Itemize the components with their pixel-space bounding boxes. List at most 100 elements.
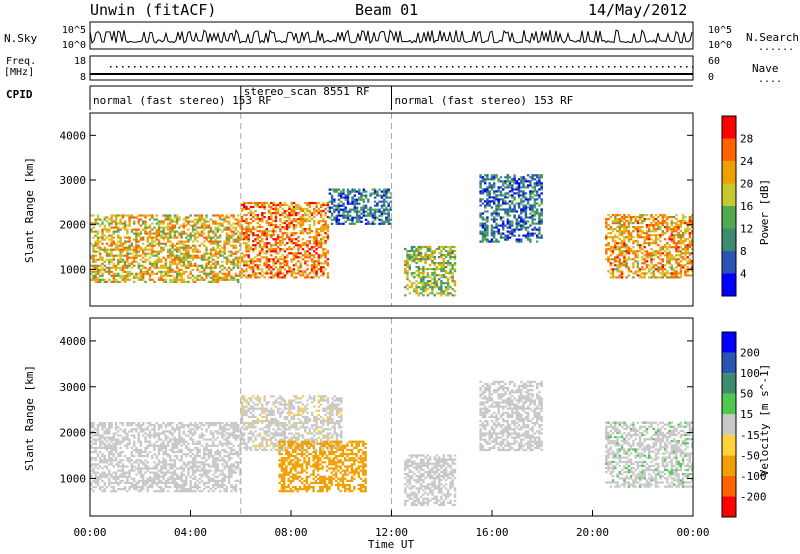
echo-cell (110, 422, 113, 425)
echo-cell (178, 250, 181, 253)
echo-cell (191, 477, 195, 480)
echo-cell (506, 202, 509, 205)
echo-cell (162, 430, 165, 433)
echo-cell (481, 212, 485, 215)
echo-cell (623, 230, 626, 233)
echo-cell (119, 268, 122, 271)
echo-cell (383, 188, 386, 191)
echo-cell (538, 188, 541, 191)
echo-cell (288, 238, 291, 241)
echo-cell (288, 218, 291, 221)
nave-dot (236, 66, 238, 68)
echo-cell (315, 266, 318, 269)
echo-cell (94, 450, 97, 454)
echo-cell (319, 230, 323, 233)
echo-cell (493, 234, 496, 237)
echo-cell (171, 270, 174, 273)
echo-cell (135, 486, 138, 489)
echo-cell (240, 207, 244, 211)
echo-cell (142, 477, 145, 480)
echo-cell (288, 214, 291, 217)
echo-cell (205, 236, 208, 239)
freq-left-tick-low: 8 (80, 72, 86, 83)
echo-cell (153, 240, 156, 243)
echo-cell (164, 214, 167, 217)
echo-cell (675, 234, 678, 237)
echo-cell (623, 228, 626, 231)
echo-cell (175, 481, 179, 485)
echo-cell (117, 477, 120, 480)
echo-cell (428, 292, 432, 295)
echo-cell (668, 254, 671, 257)
echo-cell (171, 280, 174, 283)
echo-cell (187, 280, 190, 283)
echo-cell (536, 228, 539, 231)
echo-cell (108, 278, 111, 281)
echo-cell (620, 272, 624, 275)
echo-cell (112, 453, 115, 456)
echo-cell (101, 274, 104, 277)
echo-cell (490, 178, 494, 181)
echo-cell (691, 240, 694, 243)
echo-cell (383, 192, 386, 195)
echo-cell (681, 248, 685, 251)
echo-cell (508, 182, 512, 185)
echo-cell (493, 196, 496, 199)
echo-cell (99, 440, 102, 443)
echo-cell (94, 438, 97, 441)
echo-cell (126, 434, 129, 437)
echo-cell (144, 226, 147, 229)
echo-cell (157, 432, 161, 435)
echo-cell (383, 210, 386, 213)
echo-cell (313, 224, 316, 227)
echo-cell (319, 240, 323, 243)
echo-cell (126, 276, 129, 279)
echo-cell (681, 234, 685, 237)
echo-cell (481, 240, 485, 243)
echo-cell (355, 190, 359, 193)
echo-cell (160, 236, 163, 239)
echo-cell (249, 260, 253, 263)
echo-cell (144, 481, 147, 485)
echo-cell (306, 220, 309, 223)
echo-cell (315, 264, 318, 267)
echo-cell (675, 246, 678, 249)
echo-cell (243, 203, 246, 207)
echo-cell (286, 216, 289, 219)
echo-cell (652, 218, 655, 221)
echo-cell (618, 218, 621, 221)
echo-cell (295, 244, 298, 247)
echo-cell (281, 262, 284, 265)
echo-cell (292, 232, 296, 235)
echo-cell (133, 264, 136, 267)
echo-cell (121, 248, 125, 251)
echo-cell (194, 442, 197, 445)
echo-cell (209, 270, 213, 273)
echo-cell (203, 226, 206, 229)
echo-cell (114, 457, 118, 460)
echo-cell (265, 228, 268, 231)
echo-cell (340, 194, 343, 197)
echo-cell (281, 248, 284, 251)
echo-cell (110, 258, 113, 261)
echo-cell (142, 238, 145, 241)
echo-cell (148, 422, 152, 425)
echo-cell (247, 250, 250, 253)
echo-cell (629, 250, 633, 253)
echo-cell (139, 214, 143, 217)
echo-cell (218, 224, 222, 227)
echo-cell (520, 240, 523, 243)
echo-cell (119, 260, 122, 263)
echo-cell (645, 272, 649, 275)
echo-cell (502, 226, 505, 229)
echo-cell (324, 256, 327, 259)
echo-cell (117, 465, 120, 468)
echo-cell (249, 212, 253, 215)
echo-cell (164, 260, 167, 263)
echo-cell (187, 463, 190, 466)
echo-cell (301, 244, 305, 247)
echo-cell (101, 486, 104, 489)
echo-cell (272, 203, 275, 207)
echo-cell (234, 252, 238, 255)
echo-cell (92, 490, 95, 493)
